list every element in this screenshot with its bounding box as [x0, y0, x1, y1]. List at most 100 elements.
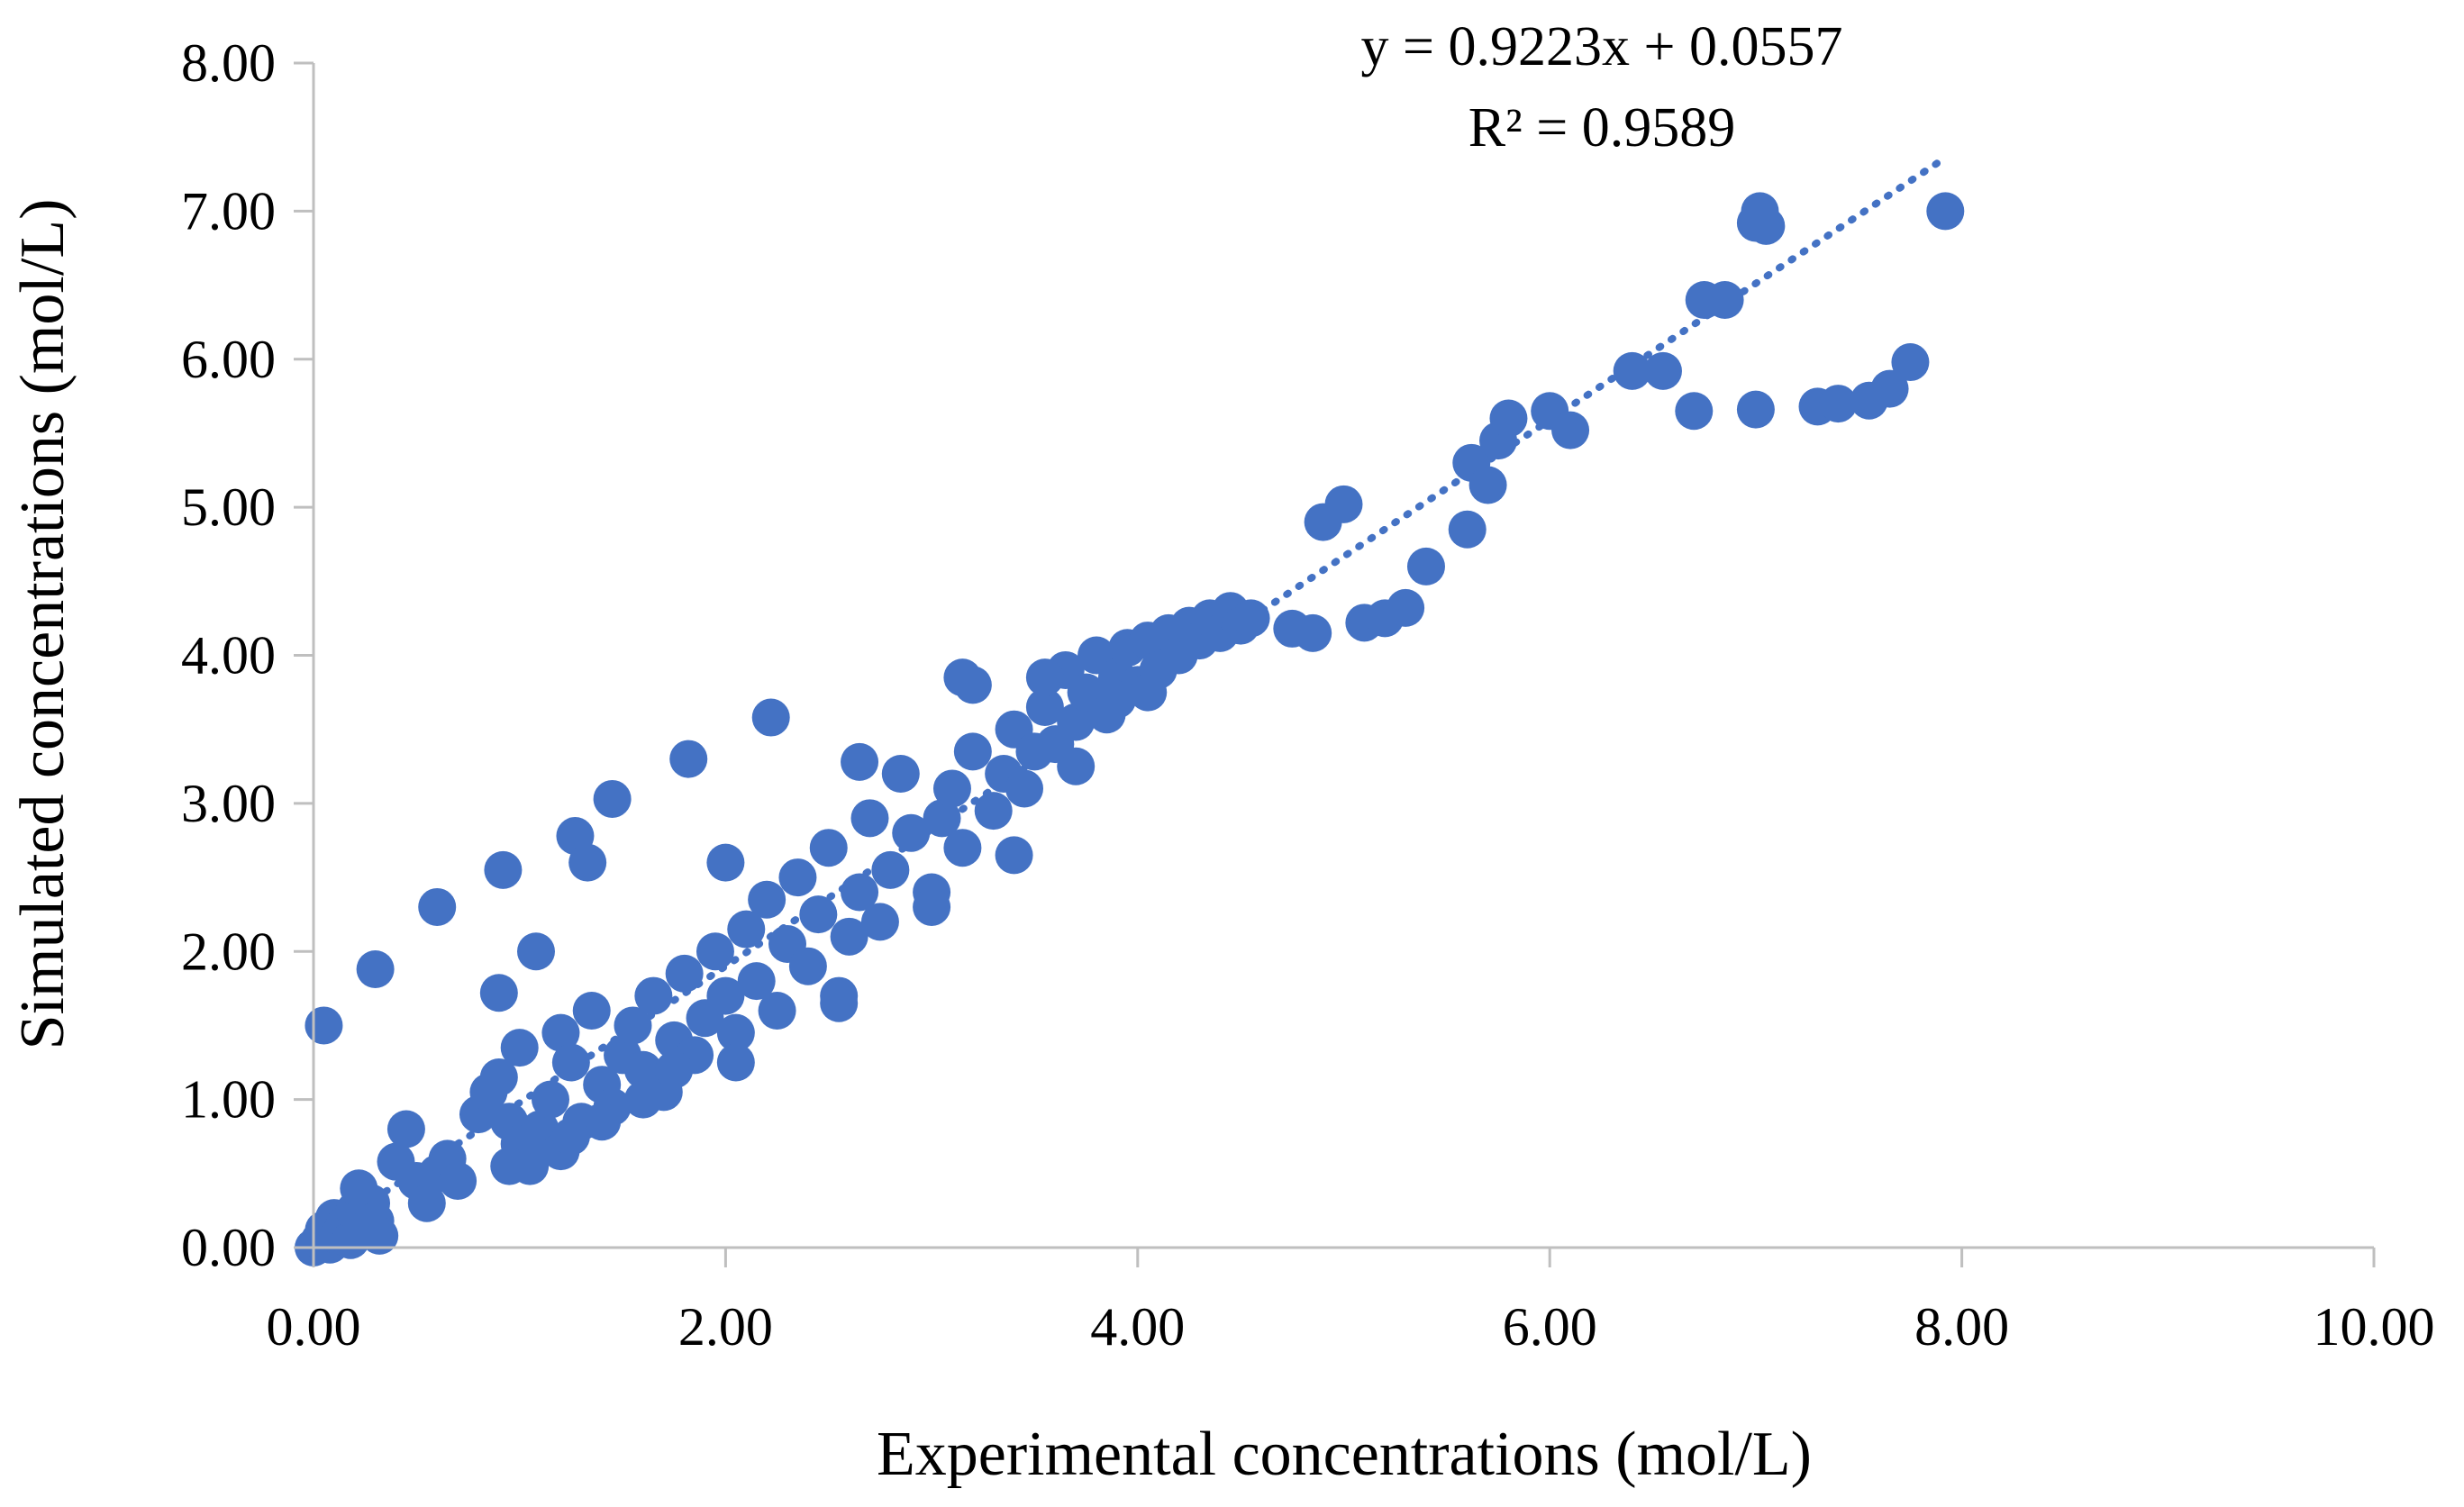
data-point — [751, 698, 790, 737]
data-point — [418, 887, 457, 926]
data-point — [943, 829, 982, 867]
data-point — [484, 850, 523, 889]
data-point — [439, 1162, 477, 1201]
data-point — [1705, 281, 1744, 319]
data-point — [360, 1216, 399, 1255]
trendline-r-squared: R² = 0.9589 — [1468, 97, 1735, 159]
data-point — [500, 1029, 539, 1067]
data-point — [1468, 466, 1507, 504]
data-point — [490, 1147, 529, 1185]
data-point — [892, 813, 931, 852]
data-point — [953, 732, 992, 771]
data-point — [1294, 613, 1332, 652]
data-point — [809, 829, 848, 867]
data-point — [1643, 351, 1682, 390]
data-point — [1387, 588, 1425, 627]
data-point — [788, 947, 827, 985]
data-point — [1232, 599, 1270, 638]
data-point — [850, 799, 889, 838]
y-tick-label: 7.00 — [181, 181, 276, 241]
data-point — [799, 895, 838, 934]
data-point — [1025, 658, 1064, 697]
y-tick-label: 6.00 — [181, 330, 276, 389]
data-point — [953, 666, 992, 704]
data-point — [634, 976, 673, 1015]
data-point — [1448, 510, 1487, 549]
data-point — [737, 962, 776, 1001]
trendline-layer — [310, 157, 1945, 1243]
data-point — [1025, 688, 1064, 727]
data-point — [568, 843, 607, 882]
y-tick-label: 1.00 — [181, 1070, 276, 1130]
data-point — [665, 954, 704, 993]
data-point — [860, 903, 899, 941]
data-point — [758, 992, 796, 1030]
data-point — [551, 1043, 590, 1082]
data-point — [541, 1013, 580, 1052]
x-tick-label: 4.00 — [1090, 1297, 1185, 1357]
data-point — [706, 843, 745, 882]
data-point — [479, 1058, 518, 1096]
y-axis-title: Simulated concentrations (mol/L) — [8, 199, 77, 1050]
data-point — [1129, 673, 1168, 712]
data-point — [1005, 769, 1044, 808]
data-point — [1406, 547, 1445, 586]
data-point — [551, 1117, 590, 1156]
data-point — [407, 1184, 446, 1222]
data-point — [572, 992, 611, 1030]
x-tick-label: 6.00 — [1503, 1297, 1597, 1357]
data-point — [727, 910, 766, 949]
data-point — [1891, 343, 1930, 382]
data-point — [623, 1080, 662, 1119]
data-point — [1736, 390, 1775, 429]
y-tick-label: 8.00 — [181, 33, 276, 93]
data-point — [1489, 399, 1528, 438]
data-point — [1057, 703, 1096, 741]
axes — [294, 61, 2376, 1267]
data-point — [655, 1050, 694, 1089]
data-point — [881, 755, 920, 793]
data-point — [696, 932, 734, 971]
data-point — [479, 974, 518, 1012]
data-point — [1870, 369, 1909, 408]
data-point — [932, 769, 971, 808]
data-point — [669, 740, 708, 778]
data-point — [1097, 680, 1136, 719]
x-tick-label: 8.00 — [1914, 1297, 2009, 1357]
data-point — [593, 779, 632, 818]
x-tick-label: 2.00 — [678, 1297, 773, 1357]
data-point — [871, 850, 910, 889]
data-point — [356, 949, 395, 988]
data-point — [1613, 351, 1651, 390]
data-point — [1819, 385, 1858, 423]
data-point — [1057, 747, 1096, 785]
data-point — [614, 1006, 652, 1045]
data-point — [532, 1080, 570, 1119]
data-point — [516, 932, 555, 971]
trendline — [310, 157, 1945, 1243]
data-point — [1926, 192, 1965, 231]
x-axis-title: Experimental concentrations (mol/L) — [877, 1420, 1812, 1489]
trendline-equation: y = 0.9223x + 0.0557 — [1361, 16, 1843, 77]
data-point — [305, 1006, 343, 1045]
y-tick-label: 2.00 — [181, 921, 276, 981]
y-tick-label: 4.00 — [181, 626, 276, 685]
data-point — [820, 984, 859, 1022]
y-tick-label: 3.00 — [181, 774, 276, 833]
x-tick-label: 0.00 — [267, 1297, 361, 1357]
x-tick-label: 10.00 — [2314, 1297, 2435, 1357]
data-point — [583, 1103, 622, 1141]
y-tick-label: 0.00 — [181, 1218, 276, 1277]
data-points — [295, 192, 1965, 1266]
data-point — [1675, 392, 1714, 431]
tick-labels: 0.00 1.00 2.00 3.00 4.00 5.00 6.00 7.00 8.00 0.00… — [181, 33, 2435, 1357]
data-point — [748, 880, 786, 919]
data-point — [716, 1043, 755, 1082]
data-point — [716, 1013, 755, 1052]
data-point — [1324, 485, 1363, 523]
data-point — [913, 887, 951, 926]
data-point — [830, 917, 868, 956]
data-point — [841, 873, 879, 912]
data-point — [706, 976, 745, 1015]
